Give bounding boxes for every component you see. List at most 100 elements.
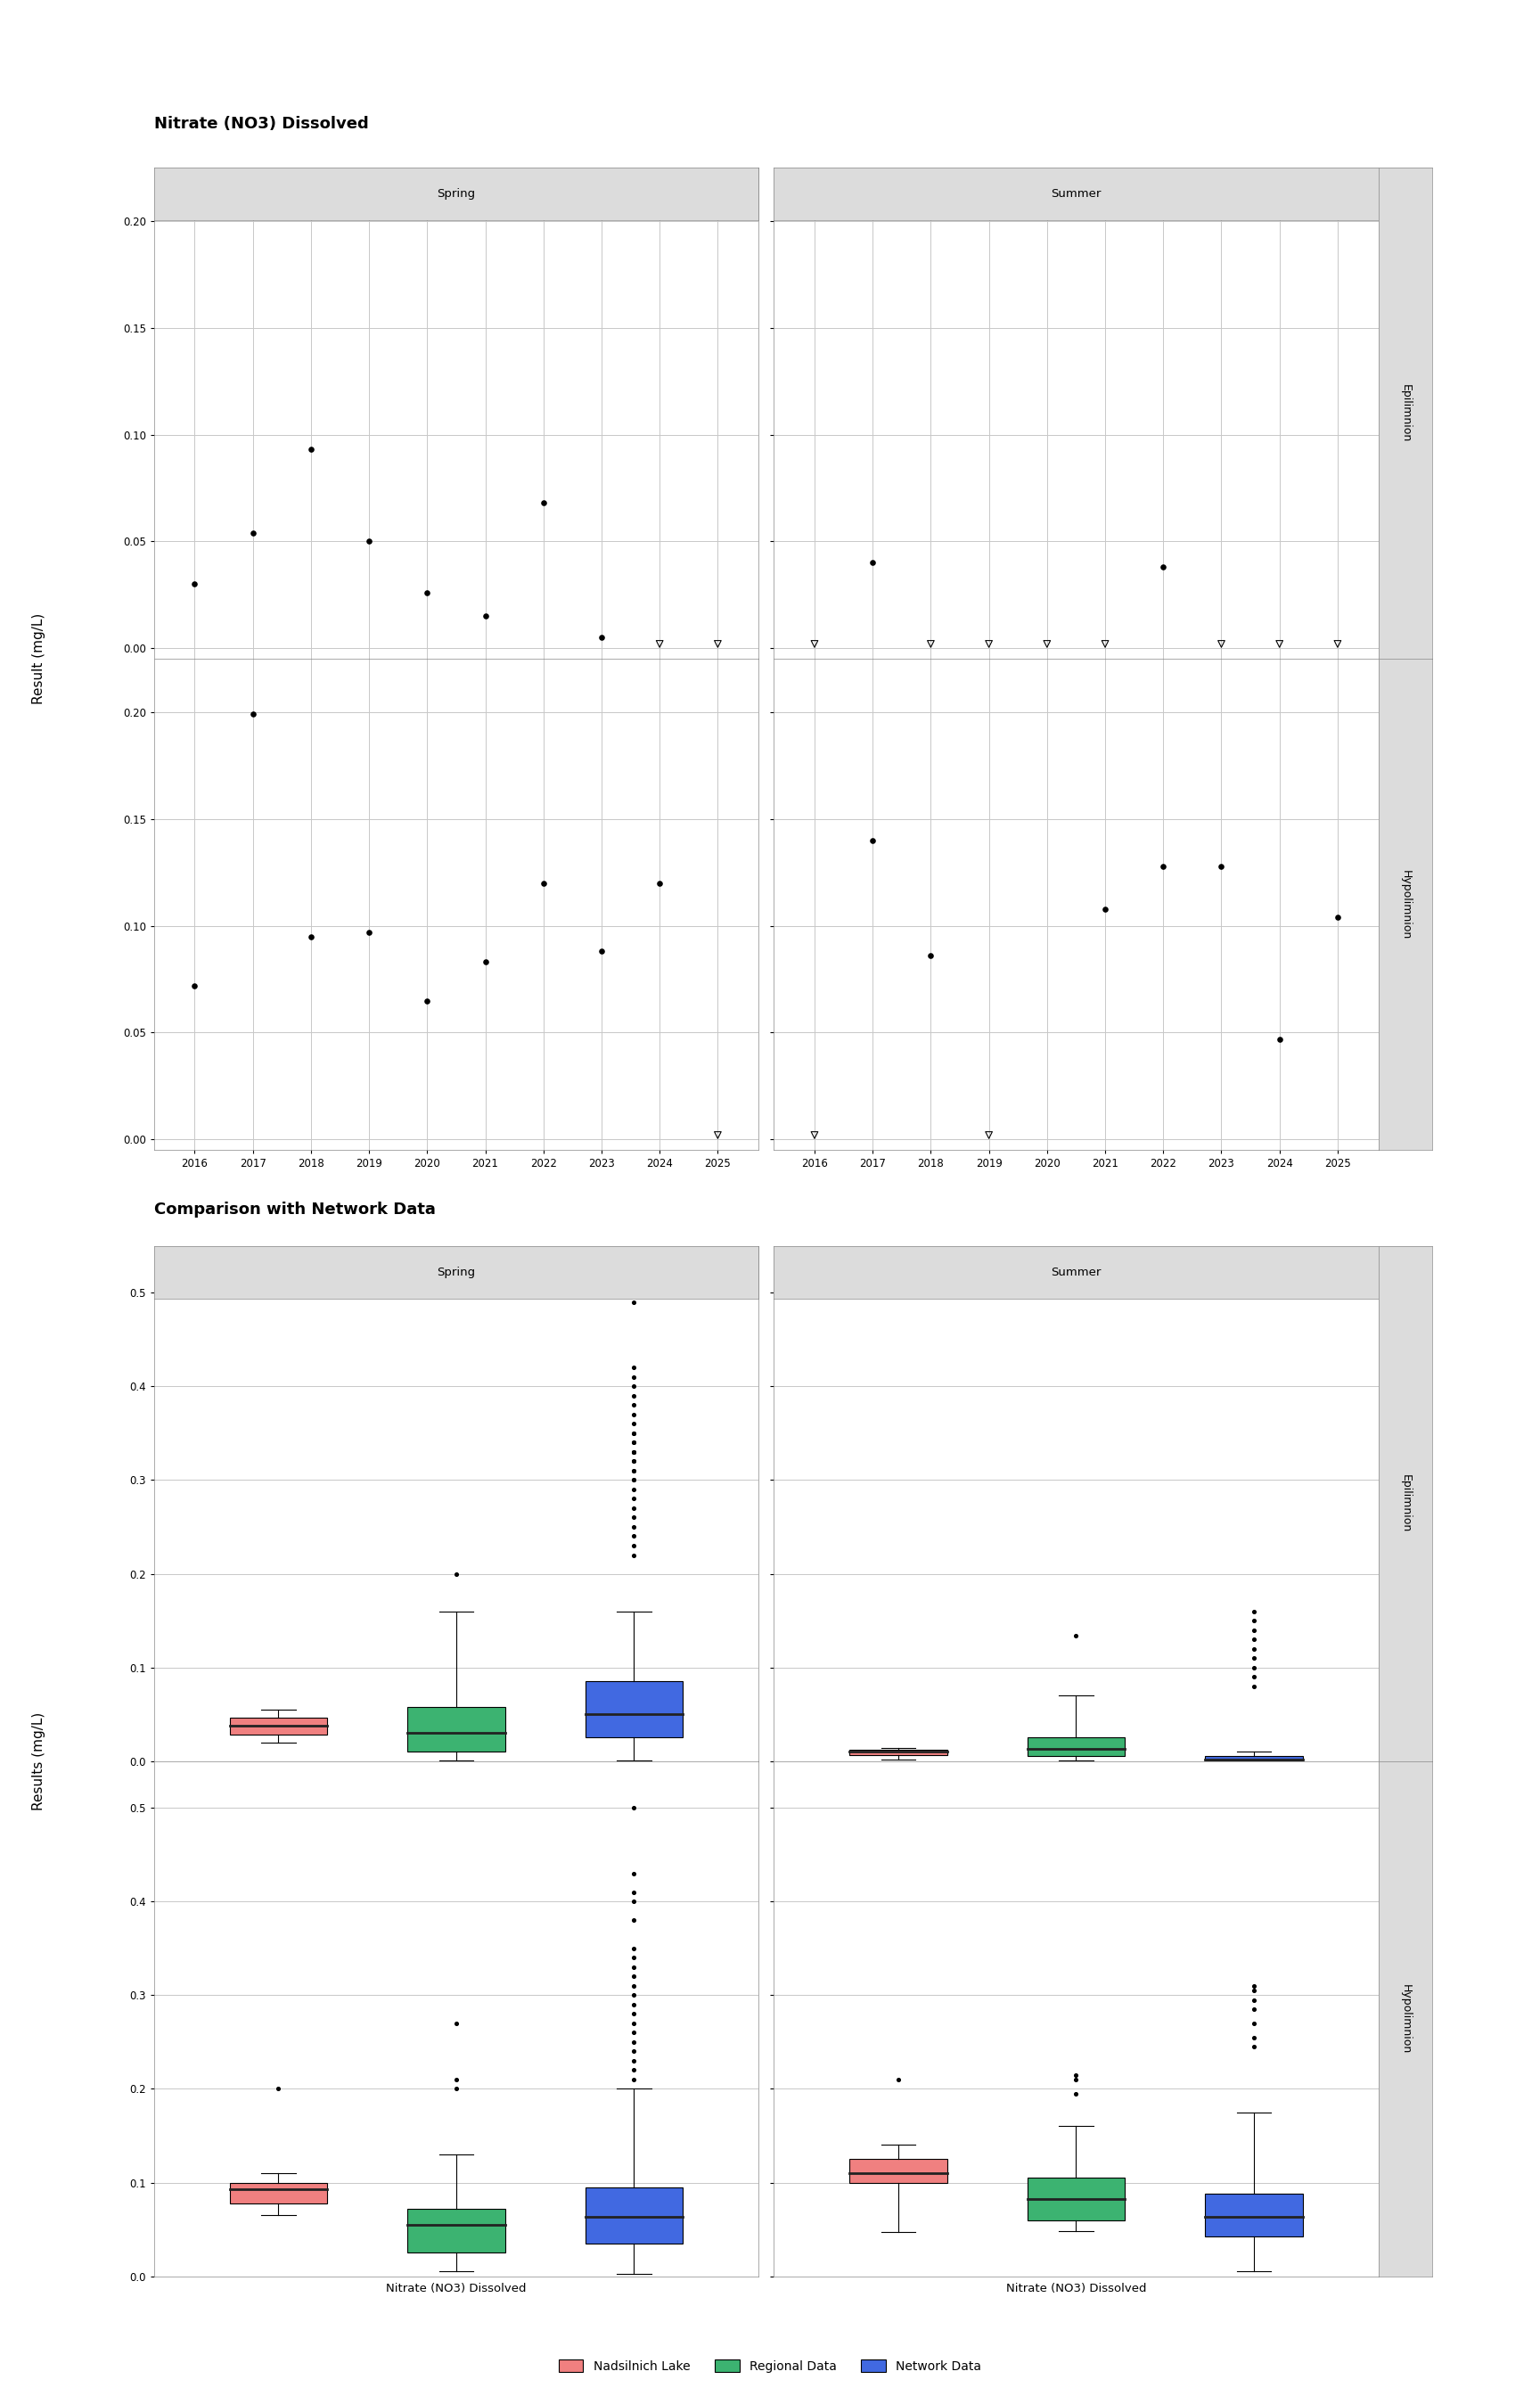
Text: Summer: Summer [1050, 189, 1101, 199]
Bar [229, 2183, 328, 2204]
Point [1241, 1620, 1266, 1658]
Point [357, 913, 382, 951]
Text: Epilimnion: Epilimnion [1400, 383, 1411, 443]
Point [622, 1442, 647, 1481]
Point [1209, 625, 1234, 664]
Point [622, 1404, 647, 1442]
Text: Spring: Spring [437, 189, 476, 199]
Point [473, 597, 497, 635]
Point [1150, 846, 1175, 884]
Point [240, 513, 265, 551]
Point [1241, 1629, 1266, 1668]
Point [1241, 1981, 1266, 2020]
Point [622, 1378, 647, 1416]
Point [182, 565, 206, 604]
Point [622, 1423, 647, 1462]
Point [861, 822, 885, 860]
Point [622, 2013, 647, 2051]
Point [1241, 1658, 1266, 1696]
Point [1267, 625, 1292, 664]
Point [622, 1900, 647, 1938]
Point [622, 1282, 647, 1320]
Point [1241, 1648, 1266, 1687]
Point [622, 1433, 647, 1471]
Point [622, 1986, 647, 2025]
Text: Summer: Summer [1050, 1267, 1101, 1277]
Point [1326, 625, 1351, 664]
Point [861, 544, 885, 582]
Text: Comparison with Network Data: Comparison with Network Data [154, 1200, 436, 1217]
Point [622, 1471, 647, 1509]
Bar [408, 2209, 505, 2252]
Point [622, 1462, 647, 1500]
Point [622, 1883, 647, 1922]
X-axis label: Nitrate (NO3) Dissolved: Nitrate (NO3) Dissolved [387, 2283, 527, 2293]
Point [622, 1967, 647, 2005]
Bar [408, 1706, 505, 1751]
Point [622, 1507, 647, 1545]
Point [622, 1359, 647, 1397]
Point [1035, 630, 1060, 668]
Point [1209, 846, 1234, 884]
Point [622, 1498, 647, 1536]
Point [622, 1349, 647, 1387]
Point [414, 573, 439, 611]
Point [1035, 625, 1060, 664]
Point [1093, 889, 1118, 927]
Bar [850, 2159, 947, 2183]
Point [622, 1517, 647, 1555]
Point [622, 2022, 647, 2061]
Point [444, 2061, 468, 2099]
Point [622, 1423, 647, 1462]
Point [1267, 1021, 1292, 1059]
Bar [1204, 2195, 1303, 2238]
Point [531, 865, 556, 903]
Point [590, 618, 614, 657]
Point [1326, 898, 1351, 937]
Text: Hypolimnion: Hypolimnion [1400, 870, 1411, 939]
Point [622, 1452, 647, 1490]
Point [1064, 1617, 1089, 1656]
Bar [585, 1682, 682, 1737]
Point [622, 2032, 647, 2070]
Point [622, 1433, 647, 1471]
Point [590, 932, 614, 970]
Point [1241, 1639, 1266, 1677]
Point [622, 2051, 647, 2089]
Text: Results (mg/L): Results (mg/L) [32, 1711, 45, 1811]
Point [705, 625, 730, 664]
Point [1064, 2056, 1089, 2094]
Point [622, 1526, 647, 1565]
Point [622, 1414, 647, 1452]
Point [705, 1117, 730, 1155]
Point [1241, 1972, 1266, 2010]
Point [1064, 2075, 1089, 2113]
Point [802, 1117, 827, 1155]
Point [1093, 625, 1118, 664]
Point [299, 918, 323, 956]
Point [622, 1488, 647, 1526]
Point [622, 1481, 647, 1519]
Point [1241, 2027, 1266, 2065]
Point [622, 1536, 647, 1574]
Text: Epilimnion: Epilimnion [1400, 1474, 1411, 1533]
Point [622, 1938, 647, 1977]
Bar [850, 1749, 947, 1756]
Point [622, 1433, 647, 1471]
Point [622, 1385, 647, 1423]
Point [1150, 549, 1175, 587]
Bar [1204, 1756, 1303, 1761]
Point [622, 1948, 647, 1986]
Point [622, 1996, 647, 2034]
Point [976, 625, 1001, 664]
Point [473, 944, 497, 982]
Point [1241, 1967, 1266, 2005]
Bar [585, 2188, 682, 2243]
Point [918, 625, 942, 664]
Point [622, 1929, 647, 1967]
Point [622, 1855, 647, 1893]
Point [647, 865, 671, 903]
Point [531, 484, 556, 522]
Point [622, 1442, 647, 1481]
Point [622, 1394, 647, 1433]
